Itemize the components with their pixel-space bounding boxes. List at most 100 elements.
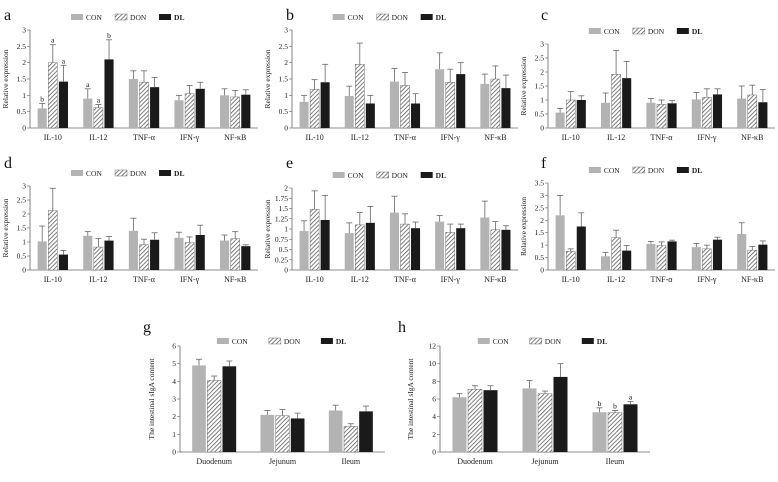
bar-dl [411,103,421,128]
legend-swatch-con [332,14,345,20]
legend-swatch-con [71,14,84,20]
bar-dl [501,88,511,128]
legend-swatch-dl [159,14,172,20]
legend-swatch-dl [420,172,433,178]
bar-dl [501,229,511,270]
bar-don [537,393,553,453]
bar-don [309,209,320,271]
legend-swatch-dl [159,170,172,176]
y-tick-label: 2 [540,216,544,225]
y-tick-label: 2 [284,184,288,193]
legend-swatch-con [216,338,229,344]
y-tick-label: 10 [429,359,437,368]
y-tick-label: 0.25 [275,255,288,264]
legend-swatch-don [632,166,646,174]
legend-label-don: DON [284,337,301,346]
y-tick-label: 0 [540,266,544,275]
bar-con [174,100,184,128]
bar-dl [712,94,723,128]
y-axis-label: The intestinal sIgA content [147,358,156,440]
bar-con [522,388,537,452]
bar-con [600,256,611,270]
y-tick-label: 5 [172,359,176,368]
legend-label-don: DON [130,13,147,22]
legend-label-don: DON [392,171,409,180]
legend-swatch-dl [676,167,689,173]
bar-dl [150,87,160,128]
y-tick-label: 1.5 [17,75,27,84]
bar-don [611,237,621,271]
legend-swatch-dl [581,338,594,344]
bar-don [355,64,365,129]
panel-a: a 0 0.5 1 1.5 2 2.5 3 Relative expression CON DON D… [1,7,258,142]
bar-dl [667,103,677,128]
bar-don [656,103,667,129]
bar-dl [195,88,205,128]
y-tick-label: 0.75 [275,235,288,244]
bar-con [83,235,93,270]
bar-don [656,245,667,271]
y-axis-label: Relative expression [519,197,528,256]
y-tick-label: 3 [540,40,544,49]
x-category-label: TNF-α [394,275,417,284]
y-tick-label: 1 [284,91,288,100]
bar-dl [758,102,768,128]
legend-label-con: CON [348,171,364,180]
legend-label-con: CON [86,13,102,22]
y-tick-label: 8 [432,377,436,386]
bar-don [93,246,104,271]
x-category-label: Ileum [606,457,625,466]
legend-swatch-con [588,167,601,173]
panel-label: c [541,7,548,24]
bar-dl [712,239,723,270]
bar-dl [222,366,237,452]
legend-swatch-con [477,338,490,344]
y-tick-label: 1.75 [275,194,288,203]
legend-swatch-don [376,171,389,179]
y-tick-label: 0 [284,266,288,275]
bar-don [184,242,195,271]
y-tick-label: 1 [172,430,176,439]
bar-con [480,217,490,270]
y-axis-label: Relative expression [263,49,272,108]
y-tick-label: 3 [22,182,26,191]
panel-label: h [398,319,406,336]
bar-don [48,210,58,271]
bar-con [555,215,565,270]
bar-dl [195,235,205,270]
y-tick-label: 1.5 [279,204,289,213]
x-category-label: Ileum [341,457,360,466]
legend-label-don: DON [648,27,665,36]
bar-don [275,415,290,453]
bar-con [480,83,490,128]
legend-label-dl: DL [692,166,702,175]
bar-dl [411,228,421,270]
bar-don [355,224,365,271]
bar-don [445,82,455,129]
x-category-label: TNF-α [394,133,417,142]
x-category-label: IL-10 [305,133,323,142]
x-category-label: IL-12 [351,275,369,284]
x-category-label: TNF-α [133,133,156,142]
legend-swatch-dl [676,28,689,34]
bar-dl [483,390,498,452]
significance-letter: b [40,95,44,104]
significance-letter: a [62,56,66,65]
y-tick-label: 6 [172,342,176,351]
y-tick-label: 2.5 [535,203,545,212]
bar-don [400,223,410,271]
legend-swatch-con [332,172,345,178]
bar-don [565,251,576,271]
x-category-label: NF-κB [484,133,506,142]
y-tick-label: 0 [432,448,436,457]
bar-don [309,89,320,129]
y-tick-label: 1 [22,91,26,100]
y-tick-label: 3 [540,191,544,200]
significance-letter: b [613,401,617,410]
x-category-label: IFN-γ [697,133,717,142]
significance-letter: a [97,95,101,104]
x-category-label: IL-10 [562,133,580,142]
x-category-label: IFN-γ [697,275,717,284]
bar-dl [456,228,466,270]
bar-con [328,410,343,452]
